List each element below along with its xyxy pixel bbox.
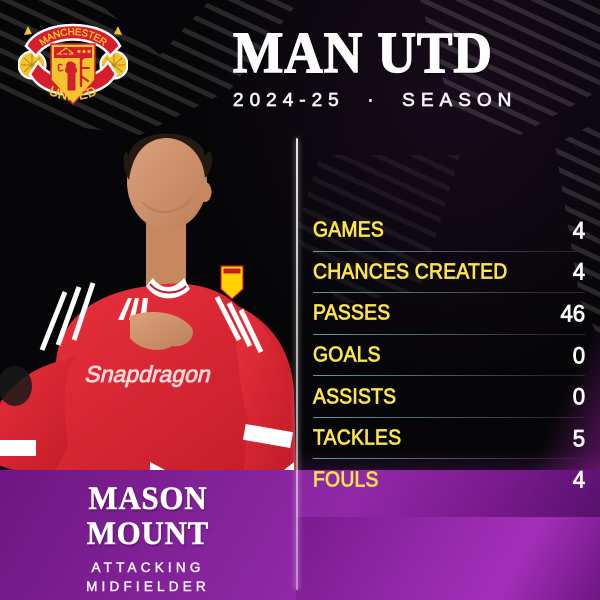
svg-text:Snapdragon: Snapdragon (84, 361, 212, 388)
